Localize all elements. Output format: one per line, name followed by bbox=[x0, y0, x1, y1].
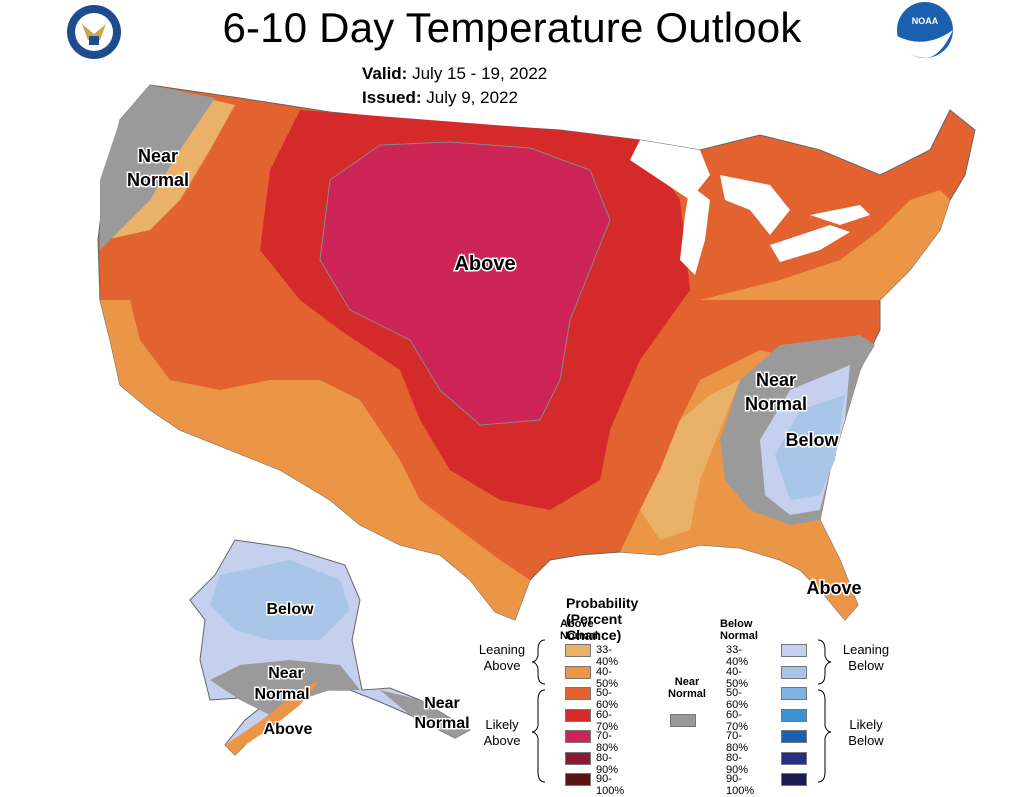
legend-leaning-above-1: Leaning bbox=[478, 642, 526, 657]
above-swatch-1 bbox=[565, 665, 591, 679]
label-ak-near: Near bbox=[268, 665, 304, 682]
label-ak-above: Above bbox=[264, 721, 313, 738]
above-swatch-6 bbox=[565, 773, 591, 786]
legend-near-1: Near bbox=[674, 676, 700, 688]
noaa-logo-text: NOAA bbox=[912, 16, 939, 26]
legend-leaning-above: Leaning Above bbox=[472, 642, 532, 674]
legend-likely-above-1: Likely bbox=[485, 717, 519, 732]
below-swatch-label-3: 60-70% bbox=[726, 708, 749, 733]
legend-leaning-below: Leaning Below bbox=[836, 642, 896, 674]
label-ak-se-near: Near bbox=[424, 695, 460, 712]
legend-near-2: Normal bbox=[668, 688, 706, 700]
valid-line: Valid: July 15 - 19, 2022 bbox=[362, 64, 547, 84]
below-swatch-2 bbox=[781, 687, 807, 700]
label-se-near: Near bbox=[756, 370, 796, 390]
above-swatch-2 bbox=[565, 687, 591, 700]
legend-leaning-below-1: Leaning bbox=[842, 642, 890, 657]
above-swatch-label-1: 40-50% bbox=[596, 665, 619, 690]
legend-above-header: Above Normal bbox=[560, 618, 598, 642]
issued-line: Issued: July 9, 2022 bbox=[362, 88, 518, 108]
label-ak-se-normal: Normal bbox=[414, 715, 469, 732]
conus-map bbox=[97, 84, 976, 621]
below-swatch-4 bbox=[781, 730, 807, 743]
above-swatch-3 bbox=[565, 708, 591, 722]
label-se-below: Below bbox=[785, 430, 839, 450]
below-swatch-label-5: 80-90% bbox=[726, 751, 749, 776]
commerce-seal-icon bbox=[67, 5, 121, 59]
below-swatch-1 bbox=[781, 665, 807, 679]
legend-near-swatch bbox=[670, 714, 696, 727]
legend-likely-above-2: Above bbox=[483, 733, 521, 748]
label-nw-near: Near bbox=[138, 146, 178, 166]
legend-likely-below-2: Below bbox=[848, 733, 884, 748]
valid-date: July 15 - 19, 2022 bbox=[412, 64, 548, 83]
below-swatch-6 bbox=[781, 773, 807, 786]
above-swatch-4 bbox=[565, 730, 591, 743]
label-se-normal: Normal bbox=[745, 394, 807, 414]
legend-near-header: Near Normal bbox=[662, 676, 712, 700]
legend-likely-below-1: Likely bbox=[849, 717, 883, 732]
above-swatch-label-3: 60-70% bbox=[596, 708, 619, 733]
below-swatch-label-4: 70-80% bbox=[726, 730, 749, 754]
issued-date: July 9, 2022 bbox=[426, 88, 518, 107]
below-swatch-0 bbox=[781, 644, 807, 657]
legend-likely-above: Likely Above bbox=[472, 717, 532, 749]
below-swatch-label-0: 33-40% bbox=[726, 644, 749, 668]
valid-label: Valid: bbox=[362, 64, 408, 83]
legend-leaning-above-2: Above bbox=[483, 658, 521, 673]
alaska-map bbox=[189, 539, 472, 756]
below-swatch-3 bbox=[781, 708, 807, 722]
legend-leaning-below-2: Below bbox=[848, 658, 884, 673]
above-swatch-label-4: 70-80% bbox=[596, 730, 619, 754]
below-swatch-label-2: 50-60% bbox=[726, 687, 749, 711]
below-swatch-label-1: 40-50% bbox=[726, 665, 749, 690]
legend-title: Probability (Percent Chance) bbox=[566, 595, 639, 643]
issued-label: Issued: bbox=[362, 88, 422, 107]
above-swatch-label-2: 50-60% bbox=[596, 687, 619, 711]
noaa-logo-icon: NOAA bbox=[897, 2, 953, 58]
below-swatch-5 bbox=[781, 751, 807, 765]
label-central-above: Above bbox=[454, 253, 515, 275]
legend-likely-below: Likely Below bbox=[836, 717, 896, 749]
label-ak-below: Below bbox=[266, 601, 314, 618]
above-swatch-0 bbox=[565, 644, 591, 657]
legend-below-header: Below Normal bbox=[720, 618, 758, 642]
above-swatch-label-0: 33-40% bbox=[596, 644, 619, 668]
label-fl-above: Above bbox=[806, 578, 861, 598]
label-ak-normal: Normal bbox=[254, 686, 309, 703]
map-title: 6-10 Day Temperature Outlook bbox=[222, 4, 802, 51]
above-swatch-label-5: 80-90% bbox=[596, 751, 619, 776]
label-nw-normal: Normal bbox=[127, 170, 189, 190]
above-swatch-5 bbox=[565, 751, 591, 765]
